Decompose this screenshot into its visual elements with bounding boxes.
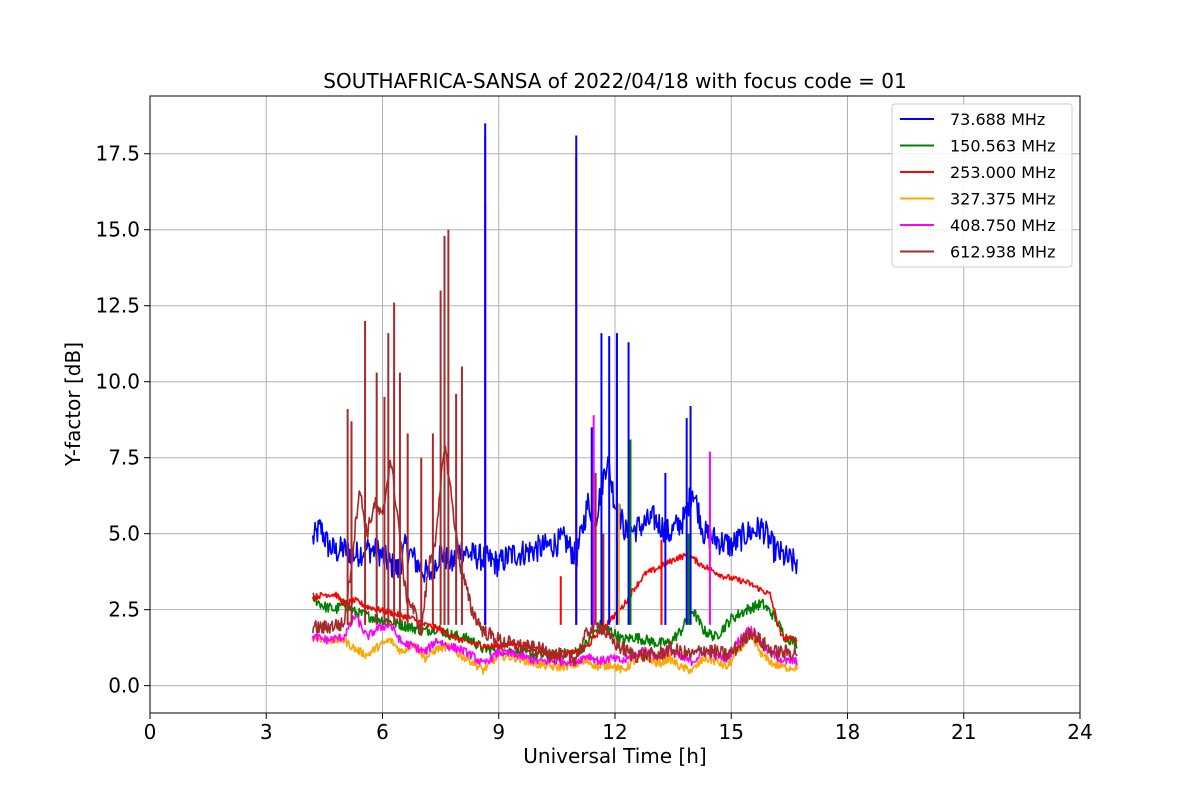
legend-entry: 150.563 MHz xyxy=(950,137,1055,156)
x-axis-label: Universal Time [h] xyxy=(523,744,706,768)
x-tick-label: 0 xyxy=(144,720,157,744)
legend-entry: 253.000 MHz xyxy=(950,163,1055,182)
y-tick-label: 7.5 xyxy=(108,446,140,470)
y-tick-label: 10.0 xyxy=(95,370,140,394)
legend-entry: 327.375 MHz xyxy=(950,190,1055,209)
legend-entry: 73.688 MHz xyxy=(950,110,1045,129)
y-tick-label: 0.0 xyxy=(108,674,140,698)
x-tick-label: 9 xyxy=(492,720,505,744)
x-tick-label: 24 xyxy=(1067,720,1092,744)
x-tick-label: 21 xyxy=(951,720,976,744)
y-tick-label: 2.5 xyxy=(108,598,140,622)
y-axis: 0.0 2.5 5.0 7.5 10.0 12.5 15.0 17.5 xyxy=(95,142,150,698)
y-axis-label: Y-factor [dB] xyxy=(61,342,85,467)
legend-entry: 612.938 MHz xyxy=(950,243,1055,262)
x-axis: 0 3 6 9 12 15 18 21 24 xyxy=(144,713,1093,744)
x-tick-label: 15 xyxy=(719,720,744,744)
y-tick-label: 12.5 xyxy=(95,294,140,318)
legend: 73.688 MHz 150.563 MHz 253.000 MHz 327.375 … xyxy=(891,103,1073,268)
plot-area xyxy=(312,123,798,675)
chart-title: SOUTHAFRICA-SANSA of 2022/04/18 with foc… xyxy=(323,69,907,93)
legend-entry: 408.750 MHz xyxy=(950,216,1055,235)
legend-box xyxy=(891,103,1073,268)
x-tick-label: 12 xyxy=(602,720,627,744)
x-tick-label: 6 xyxy=(376,720,389,744)
y-tick-label: 15.0 xyxy=(95,218,140,242)
x-tick-label: 18 xyxy=(835,720,860,744)
y-tick-label: 17.5 xyxy=(95,142,140,166)
y-tick-label: 5.0 xyxy=(108,522,140,546)
x-tick-label: 3 xyxy=(260,720,273,744)
